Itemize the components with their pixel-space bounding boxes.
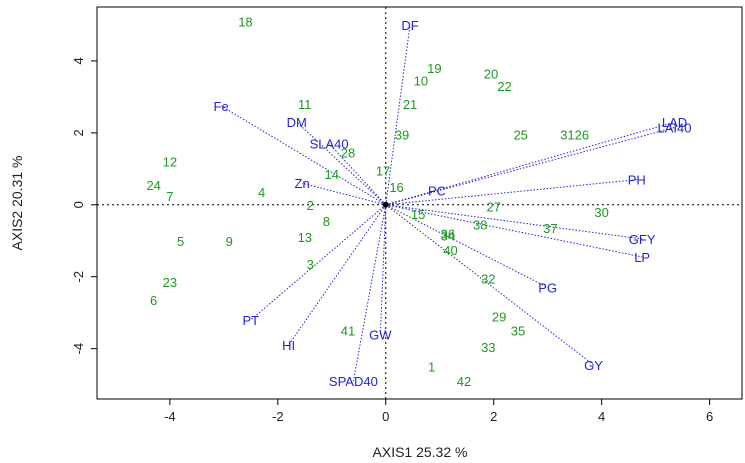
observation-label: 10 <box>414 74 428 89</box>
observation-label: 20 <box>484 67 498 82</box>
y-tick-label: -2 <box>71 271 86 283</box>
variable-vector <box>385 179 637 206</box>
variable-label: Fe <box>214 99 229 114</box>
observation-label: 3126 <box>560 128 589 143</box>
observation-label: 27 <box>486 200 500 215</box>
variable-label: PT <box>243 313 260 328</box>
variable-vector <box>301 182 386 206</box>
observation-label: 25 <box>513 128 527 143</box>
observation-label: 37 <box>543 221 557 236</box>
observation-label: 6 <box>150 293 157 308</box>
variable-label: PC <box>428 183 446 198</box>
variable-vector <box>352 204 387 382</box>
observation-label: 7 <box>166 189 173 204</box>
y-tick-label: 2 <box>71 129 86 136</box>
variable-label: LAD <box>662 115 687 130</box>
observation-label: 2 <box>307 198 314 213</box>
variable-vectors <box>220 24 675 382</box>
variable-label: DM <box>287 115 307 130</box>
variable-vector <box>385 24 411 205</box>
x-axis-ticks: -4 -2 0 2 4 6 <box>164 399 713 424</box>
origin-point <box>382 201 389 208</box>
variable-label: PG <box>538 281 557 296</box>
observation-label: 13 <box>298 230 312 245</box>
observation-label: 35 <box>511 324 525 339</box>
variable-label: GW <box>369 327 392 342</box>
observation-label: 39 <box>395 128 409 143</box>
observation-label: 41 <box>341 324 355 339</box>
observation-label: 16 <box>389 180 403 195</box>
variable-label: DF <box>401 18 418 33</box>
variable-label: PH <box>628 173 646 188</box>
x-tick-label: -4 <box>164 409 176 424</box>
y-tick-label: 0 <box>71 201 86 208</box>
observation-label: 12 <box>163 155 177 170</box>
observation-label: 40 <box>443 243 457 258</box>
variable-label: LAI40 <box>658 120 692 135</box>
variable-label: HI <box>282 338 295 353</box>
variable-vector <box>385 204 643 240</box>
plot-frame <box>96 6 743 400</box>
x-tick-label: 6 <box>706 409 713 424</box>
observation-label: 21 <box>403 97 417 112</box>
x-tick-label: 2 <box>490 409 497 424</box>
observation-label: 14 <box>325 167 339 182</box>
variable-label: SPAD40 <box>329 374 378 389</box>
y-axis-ticks: -4 -2 0 2 4 <box>71 57 97 354</box>
x-tick-label: 0 <box>382 409 389 424</box>
observation-label: 32 <box>481 272 495 287</box>
observation-label: 22 <box>497 79 511 94</box>
observation-label: 30 <box>594 205 608 220</box>
observation-label: 19 <box>427 61 441 76</box>
variable-vector <box>288 204 387 346</box>
observation-label: 29 <box>492 309 506 324</box>
variable-vector <box>385 204 548 288</box>
observation-label: 18 <box>238 14 252 29</box>
observation-label: 17 <box>376 164 390 179</box>
observation-label: 36 <box>441 227 455 242</box>
observation-label: 9 <box>226 234 233 249</box>
variable-label: GFY <box>629 232 656 247</box>
variable-vector <box>385 204 643 258</box>
variable-vector <box>385 126 675 206</box>
observation-label: 15 <box>411 207 425 222</box>
variable-label: LP <box>634 250 650 265</box>
observation-label: 28 <box>341 146 355 161</box>
observation-label: 42 <box>457 374 471 389</box>
observation-label: 24 <box>146 178 160 193</box>
variable-vector <box>220 105 387 206</box>
x-axis-title: AXIS1 25.32 % <box>373 444 468 460</box>
observation-label: 8 <box>323 214 330 229</box>
variable-label: Zn <box>295 176 310 191</box>
variable-vector <box>379 204 387 335</box>
variable-vector <box>328 143 387 206</box>
variable-vector <box>296 121 387 206</box>
observation-label: 3 <box>307 257 314 272</box>
variable-label: GY <box>584 358 603 373</box>
variable-vector <box>385 204 594 366</box>
observation-label: 1 <box>428 360 435 375</box>
observation-label: 34 <box>441 228 455 243</box>
observation-label: 5 <box>177 234 184 249</box>
observation-label: 4 <box>258 185 265 200</box>
y-tick-label: -4 <box>71 343 86 355</box>
y-tick-label: 4 <box>71 57 86 64</box>
x-tick-label: -2 <box>272 409 284 424</box>
y-axis-title: AXIS2 20.31 % <box>9 156 25 251</box>
observation-label: 38 <box>473 218 487 233</box>
variable-label: SLA40 <box>310 137 349 152</box>
x-tick-label: 4 <box>598 409 605 424</box>
variable-vector <box>385 189 438 206</box>
observation-label: 33 <box>481 340 495 355</box>
observation-label: 11 <box>298 97 312 112</box>
observation-label: 23 <box>163 275 177 290</box>
